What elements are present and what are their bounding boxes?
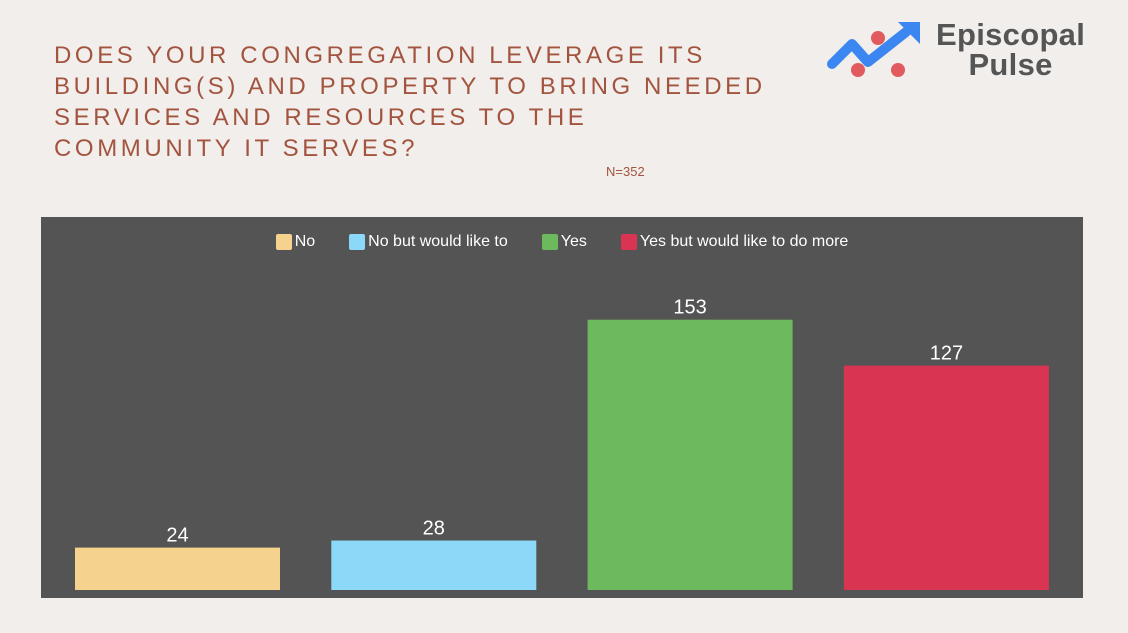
legend-label: No but would like to xyxy=(368,233,508,250)
data-label-3: 127 xyxy=(930,343,963,365)
legend-swatch xyxy=(275,234,292,250)
data-label-1: 28 xyxy=(423,518,445,540)
logo-line-2: Pulse xyxy=(968,47,1053,82)
trend-arrow-icon xyxy=(827,22,920,77)
episcopal-pulse-logo: Episcopal Pulse xyxy=(826,17,1096,84)
data-label-2: 153 xyxy=(673,297,706,319)
legend-item: No xyxy=(275,233,316,251)
legend-label: Yes xyxy=(560,233,587,250)
bar-2 xyxy=(587,319,793,590)
legend-item: Yes xyxy=(541,233,587,251)
legend-label: Yes but would like to do more xyxy=(639,233,849,250)
legend-swatch xyxy=(541,234,558,250)
bar-1 xyxy=(331,540,537,590)
chart-legend: No No but would like to Yes Yes but would l… xyxy=(41,233,1083,251)
legend-swatch xyxy=(620,234,637,250)
legend-swatch xyxy=(349,234,366,250)
sample-size-label: N=352 xyxy=(606,164,645,179)
data-label-0: 24 xyxy=(166,525,188,547)
chart-panel: No No but would like to Yes Yes but would l… xyxy=(41,217,1083,598)
legend-label: No xyxy=(294,233,316,250)
bar-0 xyxy=(75,547,280,590)
logo-text: Episcopal Pulse xyxy=(936,17,1086,82)
bar-3 xyxy=(843,365,1049,590)
legend-item: No but would like to xyxy=(349,233,508,251)
logo-line-1: Episcopal xyxy=(936,17,1086,52)
legend-item: Yes but would like to do more xyxy=(620,233,849,251)
bar-plot: 24 28 153 127 xyxy=(75,297,1049,590)
chart-title: DOES YOUR CONGREGATION LEVERAGE ITS BUIL… xyxy=(54,42,766,162)
